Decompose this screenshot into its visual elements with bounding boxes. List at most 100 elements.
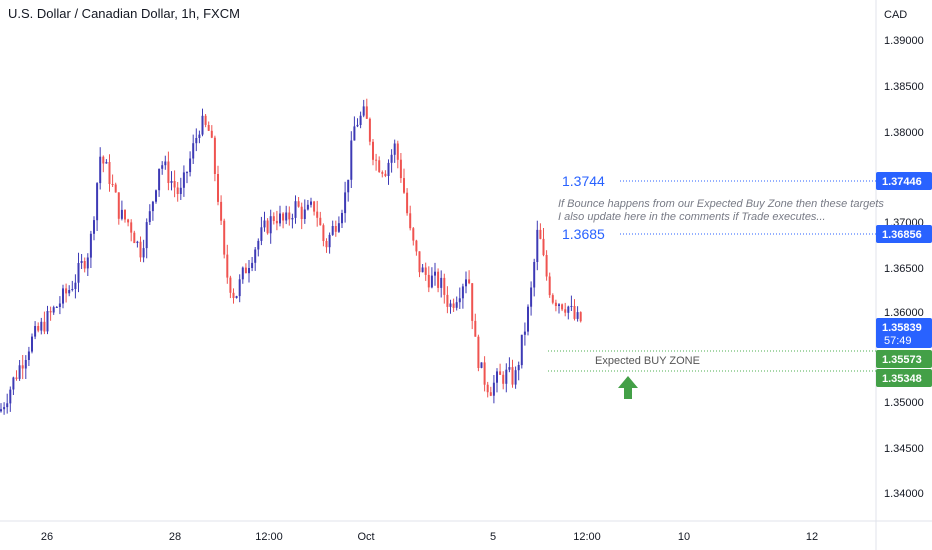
candles-group	[0, 98, 582, 415]
candle-body	[424, 267, 427, 275]
candle-body	[18, 365, 21, 379]
price-tick: 1.36500	[884, 263, 924, 275]
candle-body	[511, 367, 514, 385]
candle-body	[105, 162, 108, 164]
candle-body	[58, 303, 61, 307]
candle-body	[384, 173, 387, 176]
candle-body	[421, 267, 424, 273]
candle-body	[89, 233, 92, 258]
candle-body	[49, 311, 52, 313]
candle-body	[27, 351, 30, 360]
candle-body	[514, 370, 517, 385]
candle-body	[263, 220, 266, 228]
candle-body	[319, 217, 322, 226]
candle-body	[210, 130, 213, 138]
candle-body	[430, 275, 433, 288]
target1-label: 1.3744	[562, 173, 605, 189]
candle-body	[368, 118, 371, 142]
candle-body	[179, 187, 182, 194]
candle-body	[279, 213, 281, 224]
candle-body	[337, 223, 340, 232]
candle-body	[151, 201, 154, 212]
candle-body	[266, 220, 269, 234]
candle-body	[275, 220, 278, 224]
note-line-1: If Bounce happens from our Expected Buy …	[558, 198, 884, 210]
candle-body	[52, 307, 55, 313]
candle-body	[325, 241, 328, 248]
candle-body	[415, 240, 418, 252]
candle-body	[235, 296, 238, 298]
candle-body	[350, 140, 353, 180]
candle-body	[65, 288, 68, 294]
candle-body	[499, 371, 502, 375]
candle-body	[297, 201, 300, 207]
candle-body	[359, 115, 362, 125]
candle-body	[155, 190, 157, 202]
candle-body	[365, 106, 368, 119]
candle-body	[148, 211, 151, 223]
candle-body	[24, 360, 27, 369]
candle-body	[223, 220, 226, 255]
candle-body	[406, 192, 409, 214]
candle-body	[579, 312, 582, 322]
candle-body	[548, 276, 551, 296]
candle-body	[145, 222, 148, 249]
candle-body	[483, 362, 486, 385]
candle-body	[393, 143, 396, 155]
candle-body	[523, 331, 526, 335]
candle-body	[381, 172, 384, 174]
candle-body	[15, 377, 18, 379]
candle-body	[551, 295, 554, 303]
candle-body	[412, 228, 415, 241]
candle-body	[62, 288, 64, 304]
candle-body	[182, 172, 185, 188]
candle-body	[241, 267, 244, 280]
candle-body	[505, 369, 508, 384]
candle-body	[260, 227, 263, 241]
candle-body	[238, 279, 241, 297]
candle-body	[80, 261, 83, 263]
target2-label: 1.3685	[562, 226, 605, 242]
candle-body	[517, 365, 520, 371]
candle-body	[12, 377, 15, 390]
candle-body	[310, 201, 312, 205]
candle-body	[31, 336, 33, 352]
price-tick: 1.35000	[884, 397, 924, 409]
candle-body	[201, 115, 204, 135]
candle-body	[347, 179, 350, 193]
time-tick: 12:00	[255, 531, 283, 543]
candle-body	[111, 184, 114, 185]
time-tick: 12	[806, 531, 818, 543]
candle-body	[492, 382, 495, 396]
candle-body	[306, 204, 309, 210]
candle-body	[114, 184, 117, 193]
candle-body	[452, 303, 455, 308]
candle-body	[43, 321, 46, 332]
candle-body	[207, 125, 210, 131]
candle-body	[542, 238, 545, 256]
candle-body	[372, 141, 374, 160]
time-tick: 5	[490, 531, 496, 543]
candle-body	[468, 279, 471, 284]
candle-body	[102, 156, 105, 164]
candle-body	[486, 384, 489, 393]
candle-body	[489, 392, 492, 396]
candle-body	[173, 181, 176, 188]
candle-body	[217, 174, 219, 202]
candle-body	[285, 212, 288, 221]
candle-body	[40, 321, 43, 331]
candle-body	[570, 306, 573, 307]
candle-body	[195, 138, 198, 144]
candle-body	[77, 263, 80, 283]
candle-body	[120, 209, 123, 219]
candle-body	[133, 232, 136, 244]
price-tick: 1.39000	[884, 35, 924, 47]
candle-body	[34, 326, 37, 337]
candle-body	[164, 161, 167, 166]
candle-body	[130, 222, 133, 233]
up-arrow-icon[interactable]	[618, 376, 638, 399]
candle-body	[334, 226, 337, 232]
candle-body	[142, 248, 145, 258]
